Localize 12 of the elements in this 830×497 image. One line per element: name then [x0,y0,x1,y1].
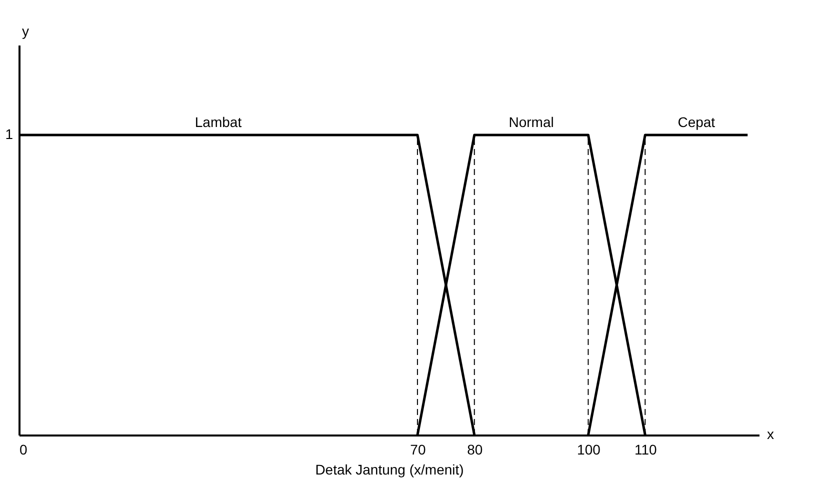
x-tick-label: 100 [577,442,601,458]
series-label: Lambat [194,114,242,130]
series-label: Cepat [678,114,716,130]
x-tick-label: 110 [634,442,658,458]
x-tick-label: 0 [20,442,28,458]
annotation: 1 [5,126,14,142]
x-axis-title: Detak Jantung (x/menit) [315,462,464,478]
text: x [767,426,774,442]
text: y [22,23,29,39]
x-tick-label: 70 [410,442,426,458]
x-tick-label: 80 [467,442,483,458]
series-label: Normal [508,114,554,130]
